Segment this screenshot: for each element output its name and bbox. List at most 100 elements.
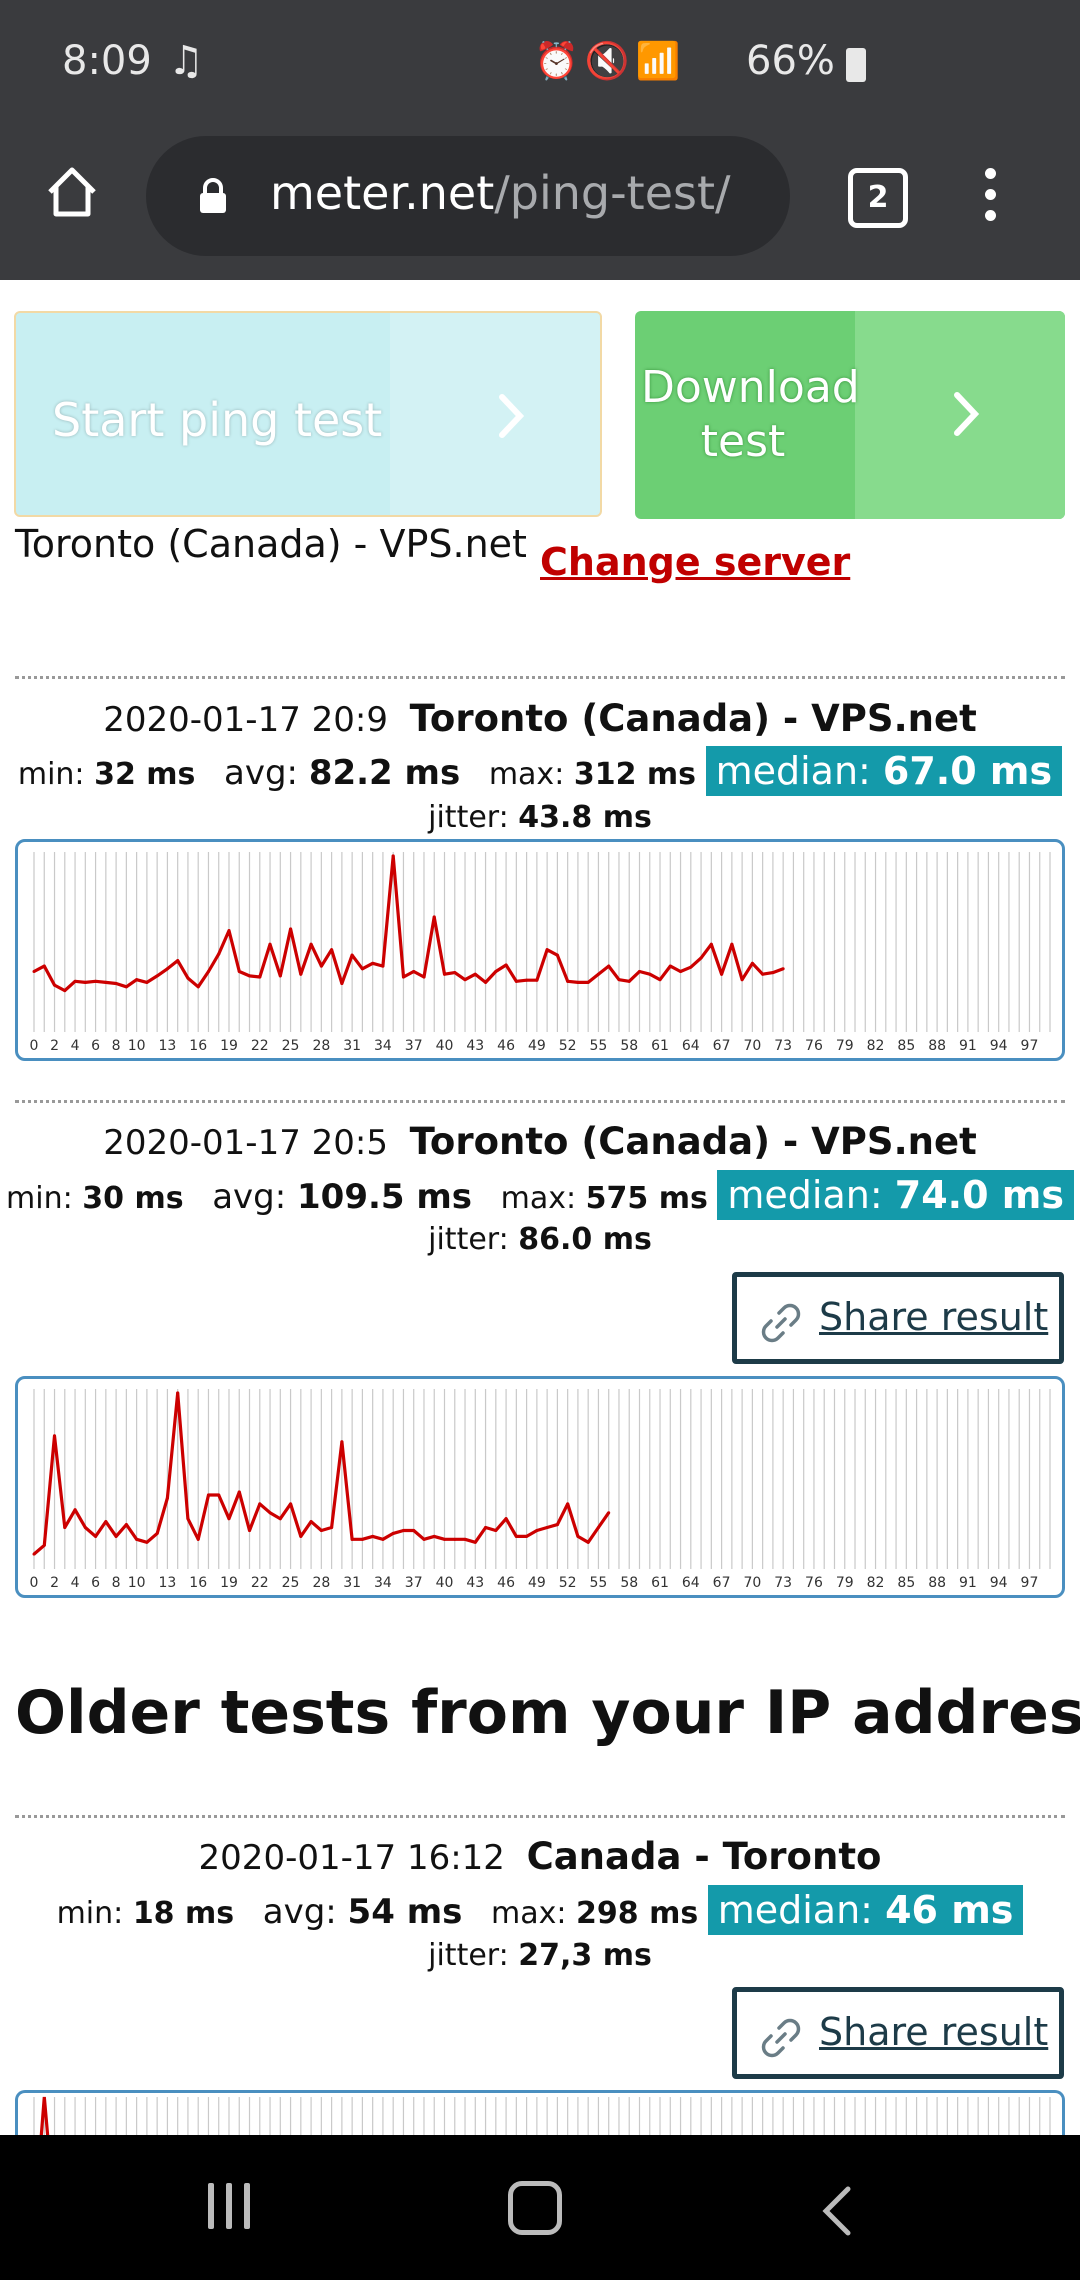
ping-chart-1: 0 2 4 6 8 10 13 16 19 22 25 28 31 34 37 40 43 46 49 52 55 58 6… bbox=[15, 839, 1065, 1061]
ping-data-point bbox=[525, 1534, 529, 1538]
median-value: 67.0 ms bbox=[882, 749, 1053, 793]
x-tick-label: 8 bbox=[112, 1038, 121, 1054]
jitter-label: jitter: bbox=[428, 1222, 509, 1257]
x-tick-label: 82 bbox=[867, 1575, 885, 1591]
share-result-button[interactable]: Share result bbox=[732, 1272, 1064, 1364]
result-title: 2020-01-17 20:9 Toronto (Canada) - VPS.n… bbox=[0, 697, 1080, 740]
x-tick-label: 22 bbox=[251, 1038, 269, 1054]
x-tick-label: 34 bbox=[374, 1575, 392, 1591]
x-tick-label: 94 bbox=[990, 1575, 1008, 1591]
share-result-button[interactable]: Share result bbox=[732, 1987, 1064, 2079]
ping-data-point bbox=[494, 970, 498, 974]
median-badge: median: 46 ms bbox=[707, 1885, 1024, 1935]
ping-data-point bbox=[319, 964, 323, 968]
median-label: median: bbox=[717, 1888, 873, 1932]
x-tick-label: 0 bbox=[30, 1575, 39, 1591]
ping-data-point bbox=[463, 978, 467, 982]
ping-data-point bbox=[217, 952, 221, 956]
x-tick-label: 37 bbox=[405, 1038, 423, 1054]
ping-data-point bbox=[186, 1517, 190, 1521]
ping-data-point bbox=[607, 964, 611, 968]
max-value: 575 ms bbox=[585, 1181, 708, 1216]
result-stats: min: 18 ms avg: 54 ms max: 298 ms median… bbox=[0, 1885, 1080, 1935]
ping-data-point bbox=[412, 1528, 416, 1532]
address-bar[interactable] bbox=[146, 136, 790, 256]
ping-data-point bbox=[432, 1534, 436, 1538]
ping-data-point bbox=[248, 974, 252, 978]
ping-data-point bbox=[555, 953, 559, 957]
ping-data-point bbox=[237, 1490, 241, 1494]
ping-data-point bbox=[750, 961, 754, 965]
ping-data-point bbox=[627, 979, 631, 983]
avg-value: 109.5 ms bbox=[297, 1177, 473, 1217]
tab-switcher-button[interactable]: 2 bbox=[848, 168, 908, 228]
ping-data-point bbox=[145, 980, 149, 984]
result-jitter: jitter: 86.0 ms bbox=[0, 1222, 1080, 1257]
ping-data-point bbox=[248, 1528, 252, 1532]
x-tick-label: 4 bbox=[71, 1038, 80, 1054]
start-ping-test-button[interactable]: Start ping test bbox=[14, 311, 602, 517]
chevron-right-icon bbox=[954, 392, 980, 436]
ping-data-point bbox=[124, 1523, 128, 1527]
x-tick-label: 28 bbox=[312, 1575, 330, 1591]
ping-data-point bbox=[566, 979, 570, 983]
min-label: min: bbox=[56, 1896, 124, 1931]
url-text[interactable]: meter.net/ping-test/ bbox=[270, 166, 731, 220]
x-tick-label: 25 bbox=[282, 1575, 300, 1591]
ping-data-point bbox=[381, 964, 385, 968]
home-button-icon[interactable] bbox=[508, 2181, 562, 2235]
ping-data-point bbox=[63, 989, 67, 993]
x-tick-label: 70 bbox=[743, 1575, 761, 1591]
ping-data-point bbox=[709, 942, 713, 946]
ping-data-point bbox=[289, 927, 293, 931]
download-test-button[interactable]: Download test bbox=[635, 311, 1065, 519]
divider bbox=[15, 676, 1065, 679]
x-tick-label: 88 bbox=[928, 1575, 946, 1591]
ping-chart-svg: 0 2 4 6 8 10 13 16 19 22 25 28 31 34 37 40 43 46 49 52 55 58 6… bbox=[30, 852, 1051, 1054]
x-tick-label: 67 bbox=[713, 1575, 731, 1591]
x-tick-label: 16 bbox=[189, 1575, 207, 1591]
x-tick-label: 55 bbox=[590, 1575, 608, 1591]
ping-data-point bbox=[566, 1502, 570, 1506]
ping-data-point bbox=[206, 1493, 210, 1497]
menu-icon[interactable] bbox=[985, 168, 999, 231]
result-server: Canada - Toronto bbox=[526, 1835, 882, 1878]
max-value: 312 ms bbox=[573, 757, 697, 792]
chevron-right-icon bbox=[499, 394, 525, 438]
ping-data-point bbox=[412, 970, 416, 974]
ping-data-point bbox=[401, 975, 405, 979]
x-tick-label: 55 bbox=[590, 1038, 608, 1054]
url-host: meter.net bbox=[270, 166, 495, 220]
x-tick-label: 13 bbox=[159, 1038, 177, 1054]
x-tick-label: 61 bbox=[651, 1575, 669, 1591]
ping-data-point bbox=[514, 1534, 518, 1538]
share-result-label: Share result bbox=[819, 1295, 1049, 1339]
back-icon[interactable] bbox=[810, 2181, 870, 2241]
older-tests-heading: Older tests from your IP address bbox=[15, 1678, 1080, 1748]
ping-data-point bbox=[330, 1526, 334, 1530]
ping-data-point bbox=[391, 854, 395, 858]
ping-data-point bbox=[104, 1520, 108, 1524]
x-tick-label: 46 bbox=[497, 1575, 515, 1591]
ping-data-point bbox=[42, 964, 46, 968]
ping-data-point bbox=[555, 1523, 559, 1527]
ping-data-point bbox=[350, 953, 354, 957]
ping-data-point bbox=[176, 959, 180, 963]
home-icon[interactable] bbox=[42, 162, 102, 222]
ping-data-point bbox=[761, 972, 765, 976]
change-server-link[interactable]: Change server bbox=[540, 540, 851, 584]
ping-data-point bbox=[514, 979, 518, 983]
x-tick-label: 85 bbox=[897, 1038, 915, 1054]
ping-data-point bbox=[53, 1434, 57, 1438]
x-tick-label: 52 bbox=[559, 1575, 577, 1591]
result-date: 2020-01-17 20:5 bbox=[103, 1123, 388, 1163]
ping-data-point bbox=[607, 1511, 611, 1515]
avg-value: 54 ms bbox=[347, 1892, 463, 1932]
x-tick-label: 10 bbox=[128, 1575, 146, 1591]
median-badge: median: 67.0 ms bbox=[705, 746, 1063, 796]
recent-apps-icon[interactable] bbox=[208, 2183, 262, 2233]
ping-data-point bbox=[360, 967, 364, 971]
ping-data-point bbox=[740, 978, 744, 982]
status-icons: ⏰🔇📶 bbox=[534, 41, 687, 82]
jitter-label: jitter: bbox=[428, 800, 509, 835]
